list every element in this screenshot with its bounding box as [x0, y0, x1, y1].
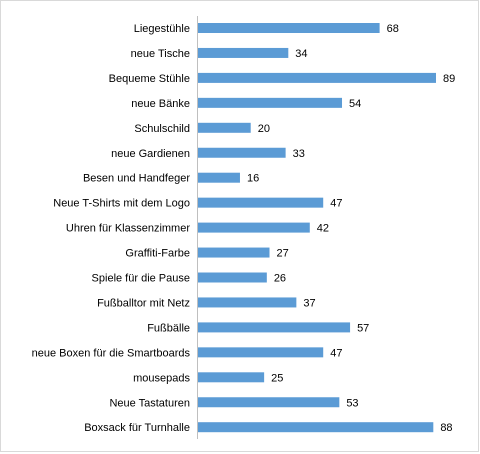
category-labels: Liegestühle neue Tische Bequeme Stühle neue…	[32, 23, 191, 434]
value-label: 47	[330, 347, 342, 359]
bar	[197, 197, 324, 208]
value-label: 20	[258, 123, 270, 135]
value-label: 25	[271, 372, 283, 384]
value-label: 33	[293, 148, 305, 160]
value-label: 68	[387, 23, 399, 35]
value-label: 34	[295, 48, 307, 60]
value-label: 26	[274, 273, 286, 285]
bar	[197, 297, 297, 308]
value-label: 42	[317, 223, 329, 235]
category-label: Liegestühle	[134, 23, 190, 35]
value-label: 53	[346, 397, 358, 409]
category-label: Besen und Handfeger	[83, 173, 190, 185]
category-label: Fußballtor mit Netz	[97, 297, 190, 309]
bar	[197, 122, 251, 133]
bar	[197, 23, 380, 33]
value-label: 57	[357, 322, 369, 334]
category-label: neue Gardienen	[111, 148, 190, 160]
value-label: 16	[247, 173, 259, 185]
value-label: 47	[330, 198, 342, 210]
bar	[197, 422, 434, 433]
bar	[197, 47, 289, 58]
bar	[197, 347, 324, 358]
category-label: Fußbälle	[147, 322, 190, 334]
category-label: Graffiti-Farbe	[125, 248, 190, 260]
bar	[197, 72, 436, 83]
bar	[197, 322, 351, 333]
category-label: Uhren für Klassenzimmer	[66, 223, 190, 235]
value-label: 89	[443, 73, 455, 85]
bars-layer	[197, 23, 436, 433]
category-label: neue Bänke	[131, 98, 190, 110]
value-label: 37	[303, 297, 315, 309]
value-label: 88	[440, 422, 452, 434]
category-label: Boxsack für Turnhalle	[84, 422, 190, 434]
bar	[197, 272, 267, 283]
bar	[197, 247, 270, 258]
category-label: Bequeme Stühle	[109, 73, 190, 85]
category-label: neue Tische	[131, 48, 190, 60]
bar	[197, 97, 343, 108]
bar	[197, 397, 340, 408]
category-label: Schulschild	[134, 123, 190, 135]
bar	[197, 147, 286, 158]
value-label: 54	[349, 98, 361, 110]
bar	[197, 172, 240, 183]
bar	[197, 222, 310, 233]
bar	[197, 372, 265, 383]
category-label: Neue T-Shirts mit dem Logo	[53, 198, 190, 210]
category-label: neue Boxen für die Smartboards	[32, 347, 191, 359]
category-label: Spiele für die Pause	[92, 273, 190, 285]
category-label: Neue Tastaturen	[109, 397, 190, 409]
value-labels: 68 34 89 54 20 33 16 47 42 27 26 37 57 47 25 53 88	[247, 23, 455, 434]
category-label: mousepads	[133, 372, 190, 384]
value-label: 27	[277, 248, 289, 260]
